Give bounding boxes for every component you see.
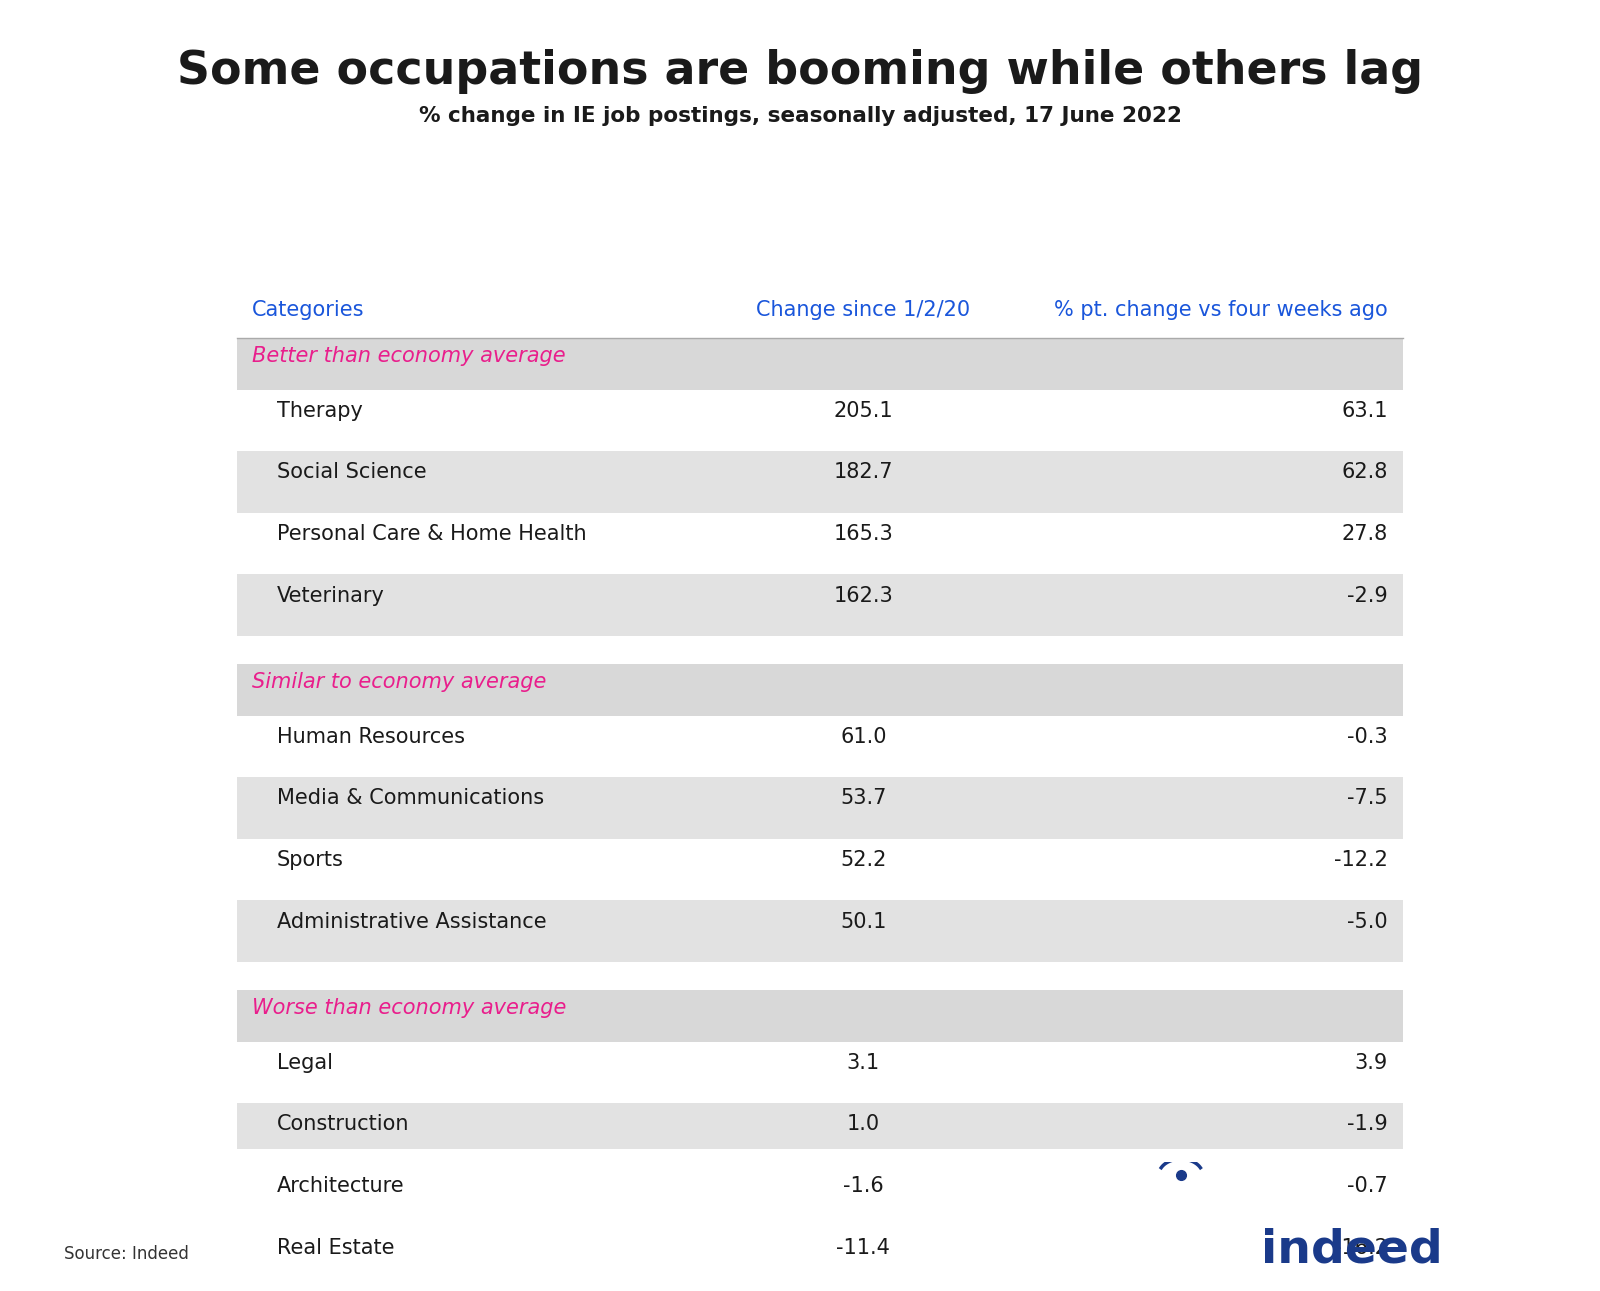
Text: Architecture: Architecture	[277, 1176, 405, 1195]
Text: -12.2: -12.2	[1334, 849, 1387, 870]
Text: 27.8: 27.8	[1342, 524, 1387, 544]
Text: -2.9: -2.9	[1347, 586, 1387, 605]
Text: Real Estate: Real Estate	[277, 1238, 394, 1257]
Bar	[237, 1104, 1403, 1164]
Text: Veterinary: Veterinary	[277, 586, 384, 605]
Text: Better than economy average: Better than economy average	[253, 346, 566, 365]
Bar	[237, 901, 1403, 962]
Text: -0.7: -0.7	[1347, 1176, 1387, 1195]
Text: Legal: Legal	[277, 1052, 333, 1073]
Text: Therapy: Therapy	[277, 400, 363, 421]
Text: 205.1: 205.1	[834, 400, 893, 421]
Bar	[237, 715, 1403, 777]
Bar	[237, 664, 1403, 715]
Text: Change since 1/2/20: Change since 1/2/20	[757, 300, 971, 320]
Text: Media & Communications: Media & Communications	[277, 789, 544, 808]
Bar	[237, 513, 1403, 574]
Text: 61.0: 61.0	[840, 727, 886, 746]
Bar	[237, 1226, 1403, 1288]
Text: Personal Care & Home Health: Personal Care & Home Health	[277, 524, 587, 544]
Text: -0.3: -0.3	[1347, 727, 1387, 746]
Text: Source: Indeed: Source: Indeed	[64, 1245, 189, 1263]
Text: -5.0: -5.0	[1347, 911, 1387, 932]
Text: 53.7: 53.7	[840, 789, 886, 808]
Bar	[237, 338, 1403, 390]
Bar	[237, 390, 1403, 451]
Text: Sports: Sports	[277, 849, 344, 870]
Text: 3.1: 3.1	[846, 1052, 880, 1073]
Text: 3.9: 3.9	[1355, 1052, 1387, 1073]
Bar	[237, 574, 1403, 636]
Bar	[237, 1164, 1403, 1226]
Text: -16.2: -16.2	[1334, 1238, 1387, 1257]
Text: Human Resources: Human Resources	[277, 727, 466, 746]
Bar	[237, 777, 1403, 839]
Text: Administrative Assistance: Administrative Assistance	[277, 911, 547, 932]
Text: 62.8: 62.8	[1341, 462, 1387, 483]
Text: Construction: Construction	[277, 1114, 410, 1135]
Bar	[237, 990, 1403, 1042]
Text: 182.7: 182.7	[834, 462, 893, 483]
Text: -1.9: -1.9	[1347, 1114, 1387, 1135]
Text: % change in IE job postings, seasonally adjusted, 17 June 2022: % change in IE job postings, seasonally …	[419, 106, 1181, 125]
Text: Some occupations are booming while others lag: Some occupations are booming while other…	[178, 49, 1422, 94]
Text: 165.3: 165.3	[834, 524, 893, 544]
Bar	[237, 451, 1403, 513]
Text: Worse than economy average: Worse than economy average	[253, 998, 566, 1017]
Text: -7.5: -7.5	[1347, 789, 1387, 808]
Text: 1.0: 1.0	[846, 1114, 880, 1135]
Text: 63.1: 63.1	[1341, 400, 1387, 421]
Text: indeed: indeed	[1261, 1228, 1443, 1273]
Text: Categories: Categories	[253, 300, 365, 320]
Text: Similar to economy average: Similar to economy average	[253, 671, 547, 692]
Text: 50.1: 50.1	[840, 911, 886, 932]
Text: % pt. change vs four weeks ago: % pt. change vs four weeks ago	[1054, 300, 1387, 320]
Text: -1.6: -1.6	[843, 1176, 883, 1195]
Text: Social Science: Social Science	[277, 462, 427, 483]
Bar	[237, 1042, 1403, 1104]
Text: 52.2: 52.2	[840, 849, 886, 870]
Text: -11.4: -11.4	[837, 1238, 890, 1257]
Text: 162.3: 162.3	[834, 586, 893, 605]
Bar	[237, 839, 1403, 901]
